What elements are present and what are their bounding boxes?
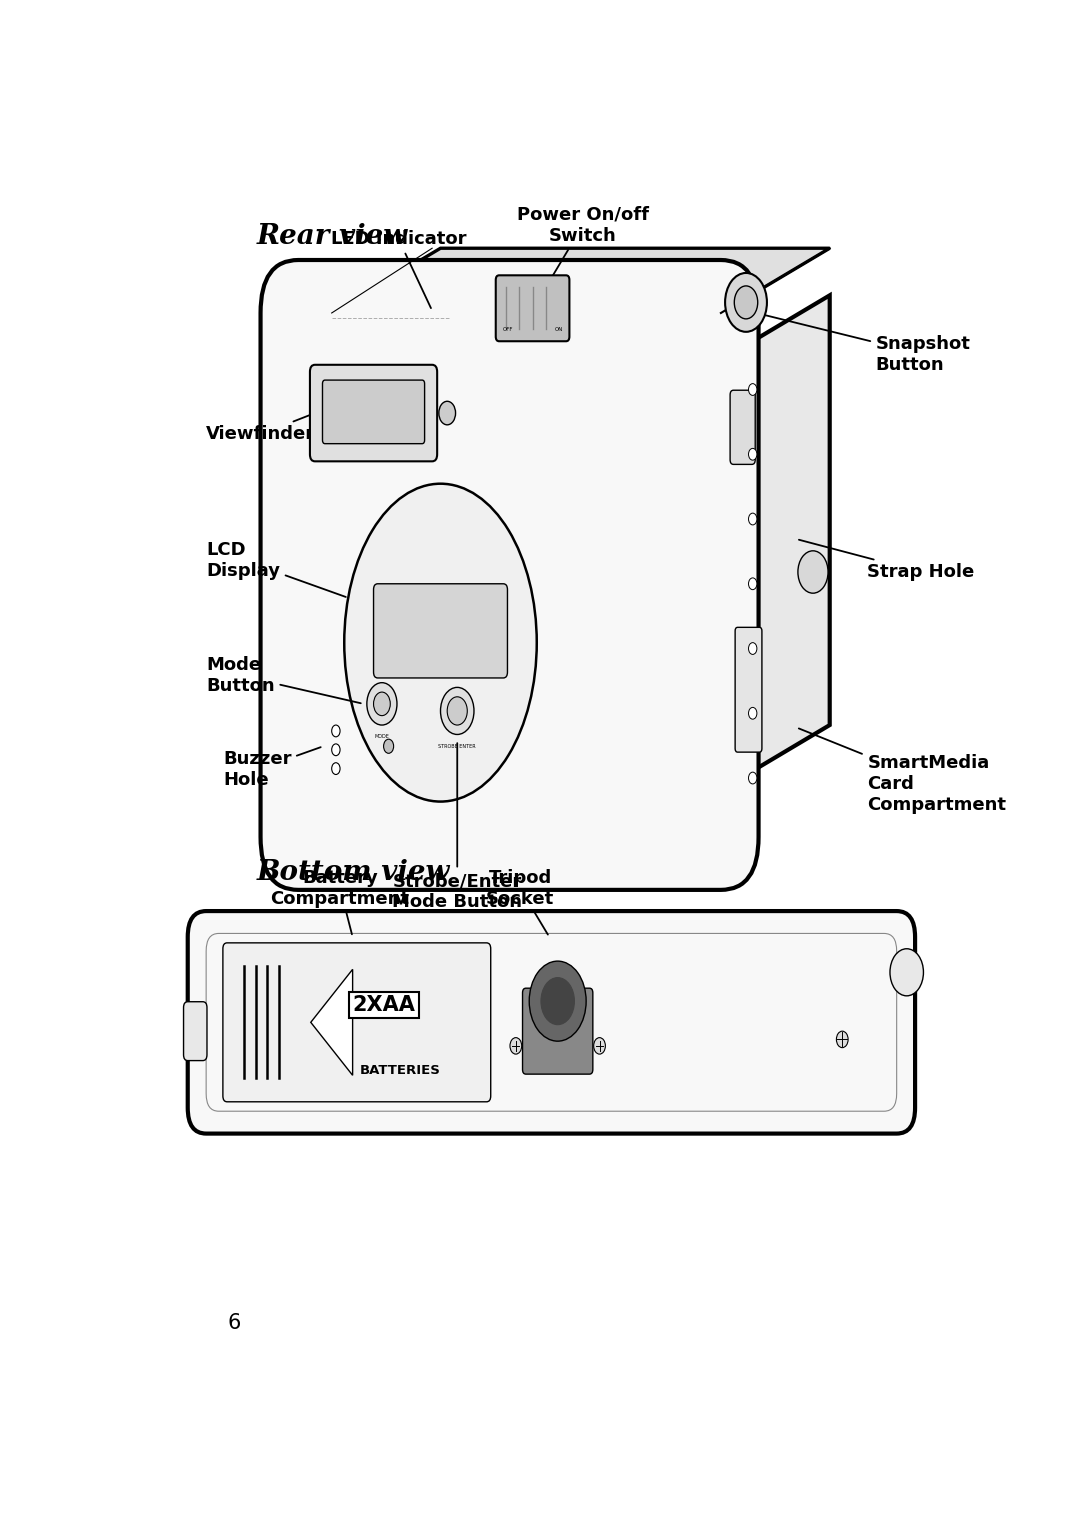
Circle shape	[374, 693, 390, 716]
Circle shape	[529, 962, 586, 1041]
Circle shape	[748, 384, 757, 396]
Circle shape	[332, 725, 340, 737]
FancyBboxPatch shape	[730, 390, 755, 465]
Text: Power On/off
Switch: Power On/off Switch	[517, 206, 649, 307]
FancyBboxPatch shape	[374, 584, 508, 677]
Text: Bottom view: Bottom view	[256, 859, 449, 885]
Circle shape	[441, 688, 474, 734]
Text: Mode
Button: Mode Button	[206, 656, 361, 703]
Circle shape	[383, 739, 393, 754]
FancyBboxPatch shape	[735, 627, 761, 752]
Circle shape	[748, 642, 757, 654]
Circle shape	[798, 550, 828, 593]
Circle shape	[541, 977, 575, 1024]
Circle shape	[748, 708, 757, 719]
Circle shape	[748, 514, 757, 524]
Text: OFF: OFF	[502, 327, 513, 332]
Text: LCD
Display: LCD Display	[206, 541, 346, 596]
FancyBboxPatch shape	[260, 260, 758, 890]
Circle shape	[748, 772, 757, 784]
Text: Battery
Compartment: Battery Compartment	[271, 868, 409, 934]
FancyBboxPatch shape	[523, 988, 593, 1075]
Text: Strobe/Enter
Mode Button: Strobe/Enter Mode Button	[392, 743, 523, 911]
Text: LED Indicator: LED Indicator	[330, 231, 467, 309]
FancyBboxPatch shape	[184, 1001, 207, 1061]
Text: Tripod
Socket: Tripod Socket	[486, 868, 554, 934]
Circle shape	[734, 286, 758, 320]
Circle shape	[510, 1038, 522, 1053]
Ellipse shape	[345, 483, 537, 801]
Text: Strap Hole: Strap Hole	[799, 540, 974, 581]
Circle shape	[332, 763, 340, 775]
Text: SmartMedia
Card
Compartment: SmartMedia Card Compartment	[799, 728, 1007, 813]
Circle shape	[890, 948, 923, 995]
Circle shape	[836, 1031, 848, 1047]
Polygon shape	[721, 295, 829, 790]
Text: STROBE ENTER: STROBE ENTER	[438, 745, 476, 749]
Text: Rear view: Rear view	[256, 223, 407, 249]
Text: Viewfinder: Viewfinder	[206, 414, 315, 443]
FancyBboxPatch shape	[222, 943, 490, 1102]
Circle shape	[332, 745, 340, 755]
Circle shape	[594, 1038, 606, 1053]
Circle shape	[725, 274, 767, 332]
Polygon shape	[311, 969, 352, 1075]
Circle shape	[748, 448, 757, 460]
Polygon shape	[332, 248, 829, 313]
FancyBboxPatch shape	[496, 275, 569, 341]
Circle shape	[748, 578, 757, 590]
Circle shape	[367, 682, 397, 725]
FancyBboxPatch shape	[188, 911, 915, 1133]
Text: Snapshot
Button: Snapshot Button	[764, 315, 971, 373]
Circle shape	[447, 697, 468, 725]
Circle shape	[438, 401, 456, 425]
Text: BATTERIES: BATTERIES	[360, 1064, 441, 1076]
Text: ON: ON	[554, 327, 563, 332]
FancyBboxPatch shape	[323, 381, 424, 443]
Text: MODE: MODE	[375, 734, 390, 740]
Text: 2XAA: 2XAA	[352, 995, 416, 1015]
Text: 6: 6	[227, 1313, 241, 1333]
FancyBboxPatch shape	[310, 365, 437, 462]
Text: Buzzer
Hole: Buzzer Hole	[222, 748, 321, 789]
